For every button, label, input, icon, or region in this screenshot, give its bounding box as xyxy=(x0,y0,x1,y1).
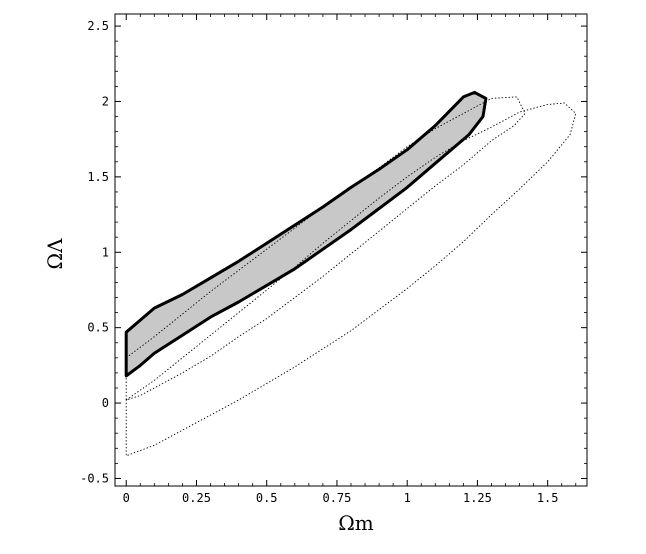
x-tick-label: 0.75 xyxy=(322,491,351,505)
x-tick-label: 0.25 xyxy=(182,491,211,505)
y-tick-label: 1.5 xyxy=(87,170,109,184)
y-tick-label: 2.5 xyxy=(87,19,109,33)
contours-group xyxy=(124,90,577,457)
contour-3-dotted xyxy=(125,102,577,457)
x-tick-label: 0 xyxy=(123,491,130,505)
x-axis-label: Ωm xyxy=(338,511,374,535)
x-tick-label: 1.5 xyxy=(537,491,559,505)
plot-frame xyxy=(114,13,588,487)
y-axis: -0.5 0 0.5 1 1.5 2 2.5 xyxy=(80,19,587,485)
contour-1-outline xyxy=(124,90,488,378)
y-tick-label: -0.5 xyxy=(80,471,109,485)
x-tick-label: 1.25 xyxy=(463,491,492,505)
x-tick-label: 1 xyxy=(404,491,411,505)
x-tick-label: 0.5 xyxy=(256,491,278,505)
y-tick-label: 0 xyxy=(102,396,109,410)
x-axis: 0 0.25 0.5 0.75 1 1.25 1.5 xyxy=(123,14,577,505)
y-axis-label: ΩΛ xyxy=(43,238,67,270)
y-tick-label: 1 xyxy=(102,245,109,259)
y-tick-label: 0.5 xyxy=(87,321,109,335)
contour-1-fill xyxy=(126,92,486,376)
y-tick-label: 2 xyxy=(102,94,109,108)
